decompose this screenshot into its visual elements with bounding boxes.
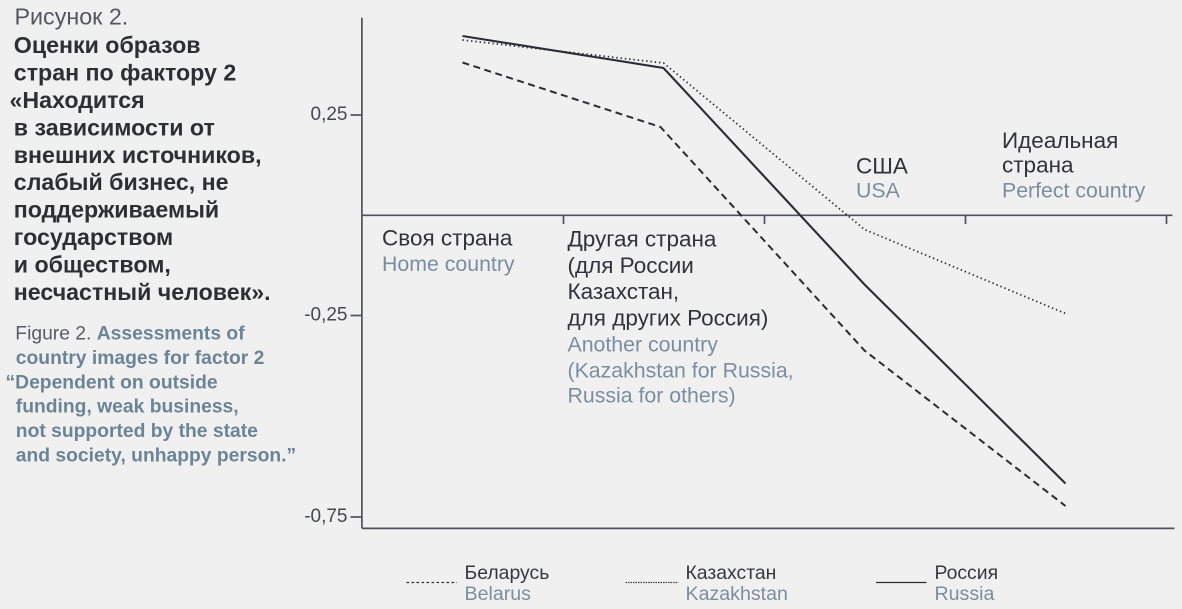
svg-text:funding, weak business,: funding, weak business, [16,397,239,418]
svg-text:Another country: Another country [568,333,719,357]
svg-text:Perfect country: Perfect country [1002,179,1146,203]
svg-text:Figure 2. Assessments of: Figure 2. Assessments of [15,324,245,345]
svg-text:Russia: Russia [935,583,995,605]
svg-text:поддерживаемый: поддерживаемый [14,197,219,223]
svg-text:США: США [856,153,908,178]
svg-text:государством: государством [14,224,173,250]
svg-text:для других Россия): для других Россия) [568,305,769,330]
svg-text:(Kazakhstan for Russia,: (Kazakhstan for Russia, [568,359,794,383]
svg-text:country images for factor 2: country images for factor 2 [16,348,265,369]
svg-text:слабый бизнес, не: слабый бизнес, не [14,169,229,195]
svg-text:Home country: Home country [382,252,515,276]
svg-text:«Находится: «Находится [10,87,145,113]
svg-text:“Dependent on outside: “Dependent on outside [6,372,218,393]
svg-text:0,25: 0,25 [311,104,348,125]
svg-text:Россия: Россия [935,562,999,584]
svg-text:Russia for others): Russia for others) [568,384,736,408]
svg-text:несчастный человек».: несчастный человек». [14,279,271,305]
svg-text:not supported by the state: not supported by the state [16,421,258,442]
svg-text:в зависимости от: в зависимости от [14,114,215,140]
svg-text:Казахстан,: Казахстан, [568,279,680,304]
svg-text:(для России: (для России [568,253,694,278]
svg-text:Казахстан: Казахстан [686,562,777,584]
svg-text:-0,25: -0,25 [304,305,347,326]
svg-text:Kazakhstan: Kazakhstan [686,583,788,605]
svg-text:USA: USA [856,179,901,203]
svg-text:-0,75: -0,75 [304,506,347,527]
svg-text:Рисунок 2.: Рисунок 2. [15,4,129,30]
svg-text:Belarus: Belarus [465,583,532,605]
svg-text:и обществом,: и обществом, [14,251,171,277]
svg-text:страна: страна [1002,153,1074,178]
svg-text:Беларусь: Беларусь [465,562,550,584]
svg-text:Идеальная: Идеальная [1002,128,1118,153]
svg-text:внешних источников,: внешних источников, [14,142,262,168]
svg-text:Другая страна: Другая страна [568,227,717,252]
svg-text:and society, unhappy person.”: and society, unhappy person.” [16,446,296,467]
svg-text:Оценки образов: Оценки образов [14,32,201,58]
svg-text:стран по фактору 2: стран по фактору 2 [14,60,236,86]
svg-text:Своя страна: Своя страна [382,226,513,251]
